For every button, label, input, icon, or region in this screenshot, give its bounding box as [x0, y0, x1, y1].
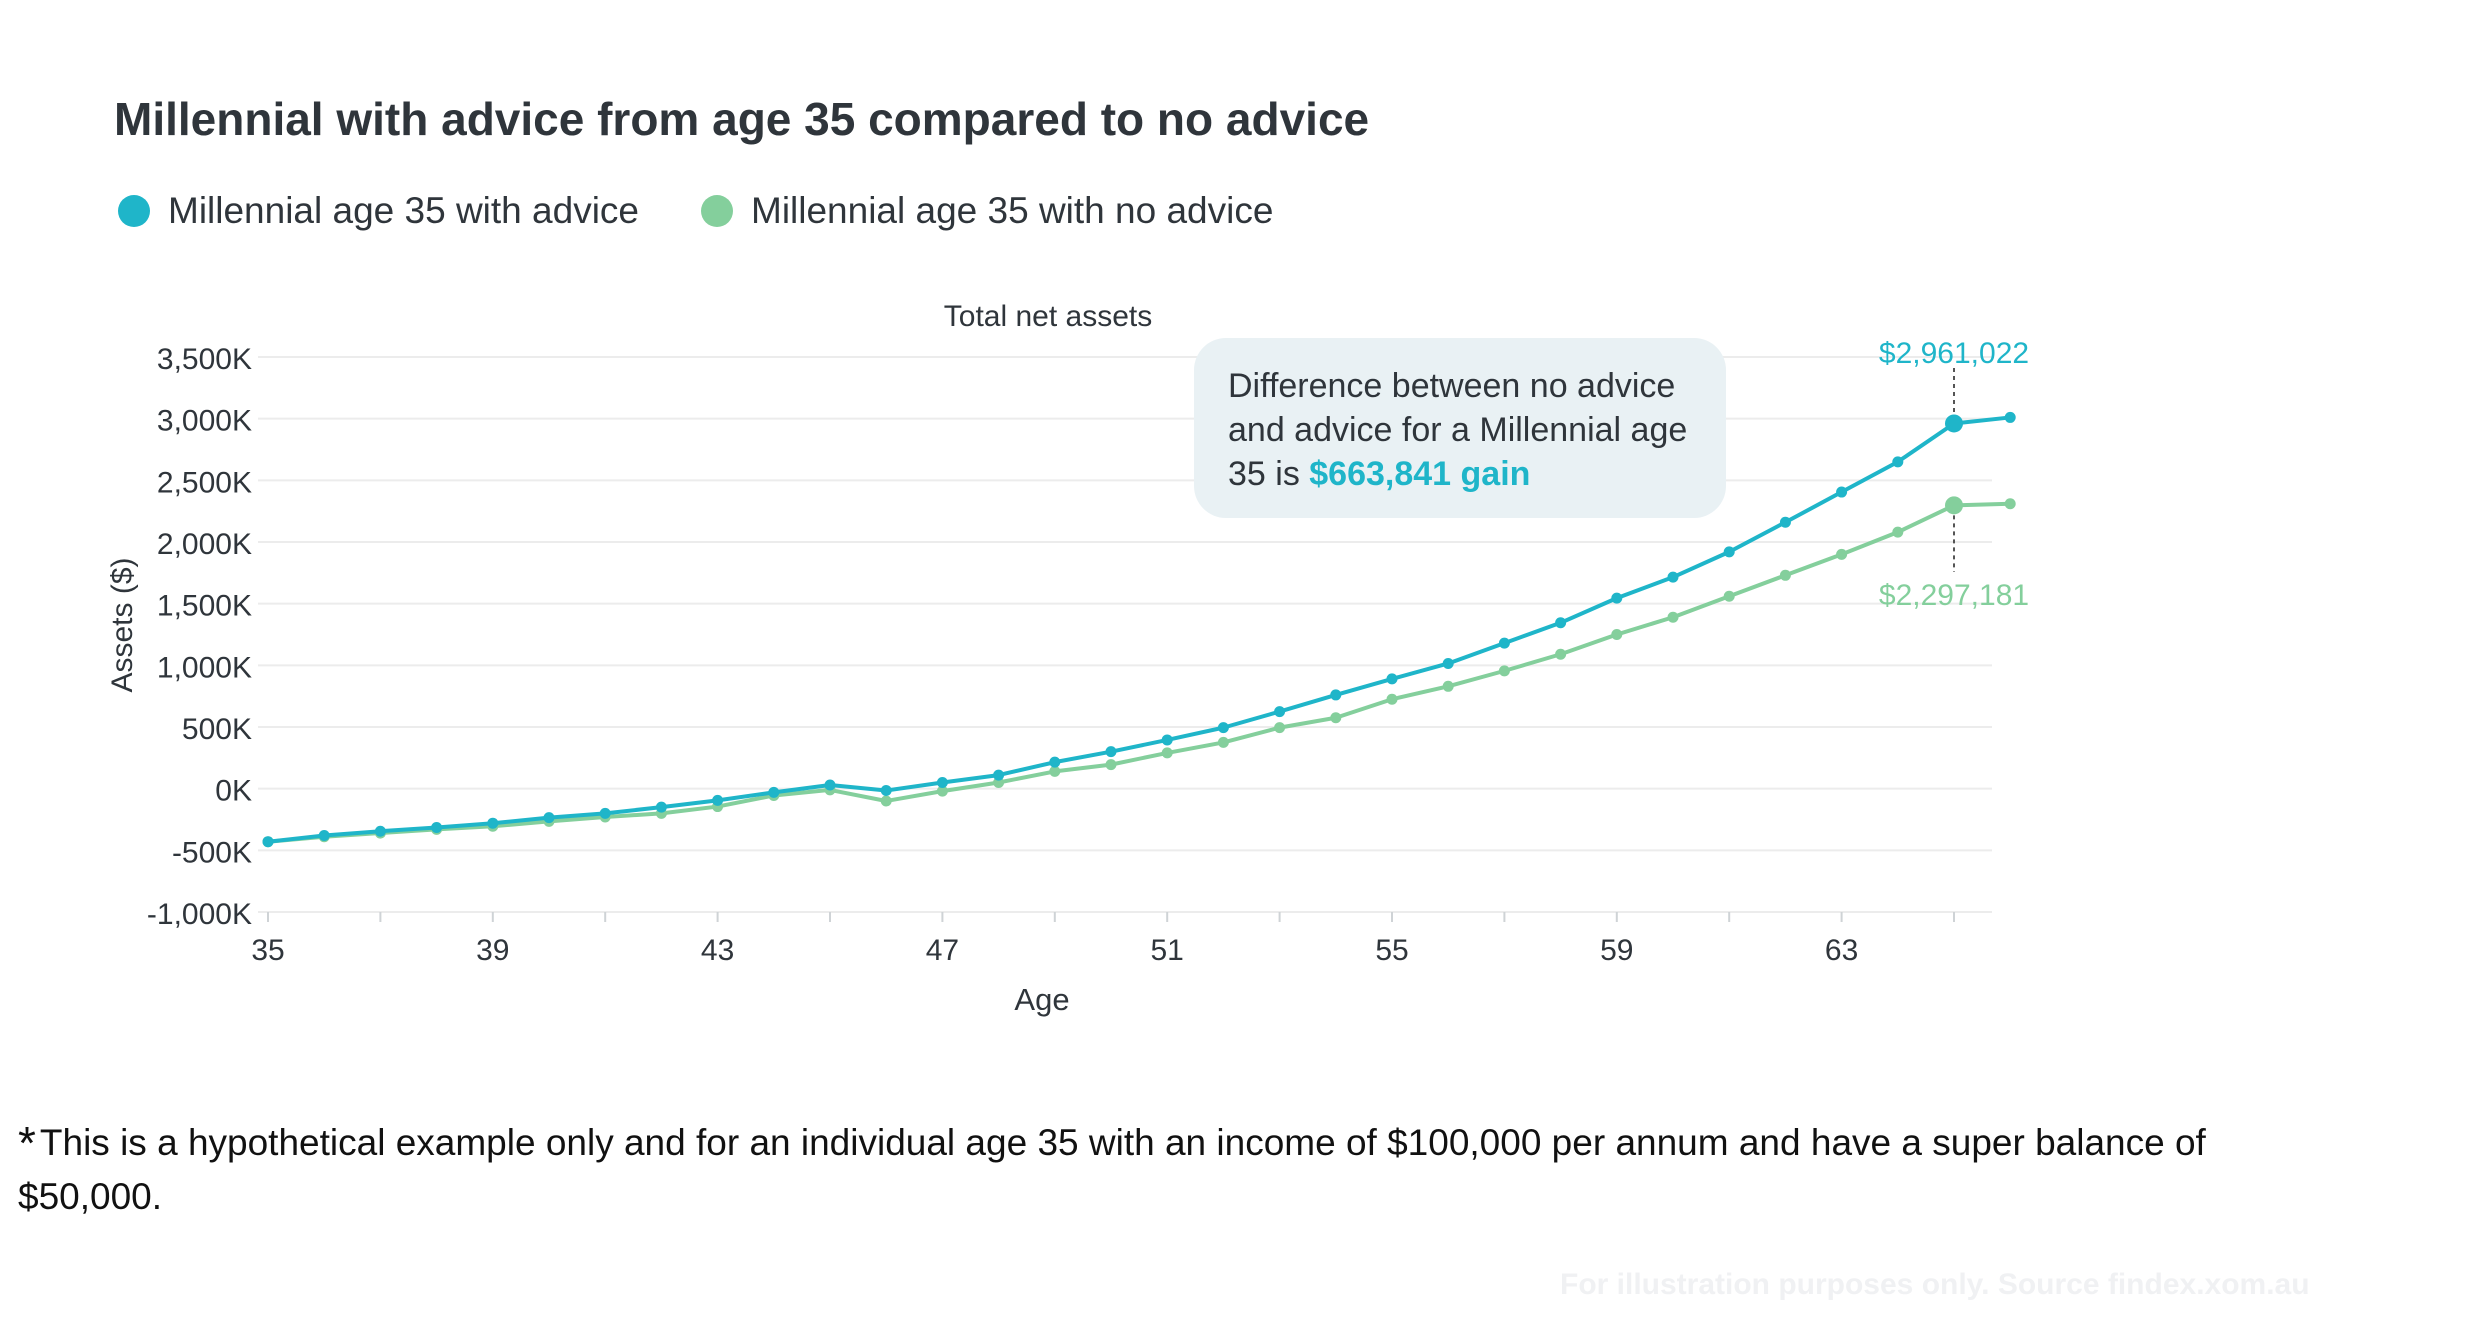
data-point: [262, 836, 274, 848]
data-point: [431, 822, 443, 834]
annotation-label: $2,961,022: [1879, 337, 2029, 370]
chart-title: Millennial with advice from age 35 compa…: [114, 93, 1370, 145]
data-point: [936, 777, 948, 788]
data-point: [1892, 526, 1904, 538]
legend-label-with-advice: Millennial age 35 with advice: [168, 190, 639, 231]
x-tick-label: 55: [1375, 934, 1408, 967]
callout-highlight: $663,841 gain: [1309, 455, 1531, 493]
data-point: [1667, 571, 1679, 583]
y-axis-label: Assets ($): [106, 557, 139, 692]
data-point: [993, 769, 1005, 781]
data-point: [1105, 746, 1117, 758]
data-point: [1779, 516, 1791, 528]
data-point: [1892, 456, 1904, 468]
data-point: [1386, 673, 1398, 685]
x-tick-label: 59: [1600, 934, 1633, 967]
legend-dot-with-advice-icon: [118, 195, 150, 227]
annotation-label: $2,297,181: [1879, 579, 2029, 612]
y-tick-label: -1,000K: [147, 898, 252, 931]
data-point: [1611, 629, 1623, 640]
footnote-star: *: [18, 1117, 36, 1169]
data-point: [1555, 648, 1567, 660]
data-point: [1217, 722, 1229, 734]
x-tick-label: 39: [476, 934, 509, 967]
y-tick-label: 2,000K: [157, 528, 252, 561]
data-point: [1049, 756, 1061, 768]
data-point: [1049, 765, 1061, 777]
data-point: [1105, 759, 1117, 771]
y-tick-label: 500K: [182, 713, 252, 746]
footnote-text: This is a hypothetical example only and …: [18, 1122, 2206, 1217]
data-point: [1498, 665, 1510, 677]
data-point: [1836, 486, 1848, 498]
data-point: [1555, 617, 1567, 629]
x-tick-label: 35: [251, 934, 284, 967]
data-point: [655, 801, 667, 813]
data-point: [1161, 734, 1173, 746]
data-point: [1442, 657, 1454, 669]
data-point: [824, 779, 836, 791]
series-line-no-advice: [267, 501, 2011, 844]
data-point: [1723, 546, 1735, 558]
data-point: [1330, 689, 1342, 701]
legend-item-no-advice[interactable]: Millennial age 35 with no advice: [701, 190, 1273, 232]
y-tick-label: 2,500K: [157, 466, 252, 499]
legend-label-no-advice: Millennial age 35 with no advice: [751, 190, 1274, 231]
line-chart: 3,500K 3,000K 2,500K 2,000K 1,500K 1,000K 500K…: [106, 300, 2029, 1017]
watermark: For illustration purposes only. Source f…: [1560, 1268, 2310, 1301]
data-point: [1274, 706, 1286, 718]
data-point: [1723, 590, 1735, 602]
data-point: [1779, 569, 1791, 581]
data-point: [880, 795, 892, 807]
x-tick-label: 63: [1825, 934, 1858, 967]
data-point: [768, 786, 780, 798]
chart-legend: Millennial age 35 with advice Millennial…: [118, 190, 1335, 232]
data-point: [1161, 747, 1173, 759]
data-point: [1330, 712, 1342, 724]
data-point: [1274, 722, 1286, 734]
legend-dot-no-advice-icon: [701, 195, 733, 227]
y-tick-label: 1,000K: [157, 651, 252, 684]
data-point: [1667, 611, 1679, 623]
data-point: [1836, 548, 1848, 560]
x-axis-label: Age: [1014, 982, 1069, 1017]
data-point: [374, 825, 386, 837]
y-tick-label: -500K: [172, 836, 252, 869]
data-point: [1945, 496, 1963, 515]
data-point: [487, 817, 499, 829]
data-point: [1217, 736, 1229, 748]
data-point: [1442, 680, 1454, 692]
footnote: * This is a hypothetical example only and…: [18, 1112, 2358, 1224]
y-tick-label: 3,000K: [157, 405, 252, 438]
series-line-with-advice: [267, 415, 2011, 844]
data-point: [1611, 592, 1623, 604]
data-point: [936, 785, 948, 797]
x-tick-label: 51: [1151, 934, 1184, 967]
data-point: [712, 794, 724, 806]
data-point: [880, 785, 892, 797]
x-tick-label: 43: [701, 934, 734, 967]
data-point: [2004, 498, 2016, 510]
difference-callout: Difference between no advice and advice …: [1194, 338, 1726, 518]
legend-item-with-advice[interactable]: Millennial age 35 with advice: [118, 190, 639, 232]
y-tick-label: 3,500K: [157, 343, 252, 376]
data-point: [1386, 693, 1398, 705]
data-point: [599, 807, 611, 819]
y-tick-label: 0K: [215, 775, 252, 808]
x-tick-label: 47: [926, 934, 959, 967]
chart-subtitle: Total net assets: [944, 300, 1152, 333]
callout-text: Difference between no advice and advice …: [1228, 367, 1688, 493]
data-point: [318, 830, 330, 842]
data-point: [1945, 414, 1963, 433]
data-point: [1498, 637, 1510, 649]
data-point: [2004, 411, 2016, 423]
y-tick-label: 1,500K: [157, 590, 252, 623]
data-point: [543, 812, 555, 824]
